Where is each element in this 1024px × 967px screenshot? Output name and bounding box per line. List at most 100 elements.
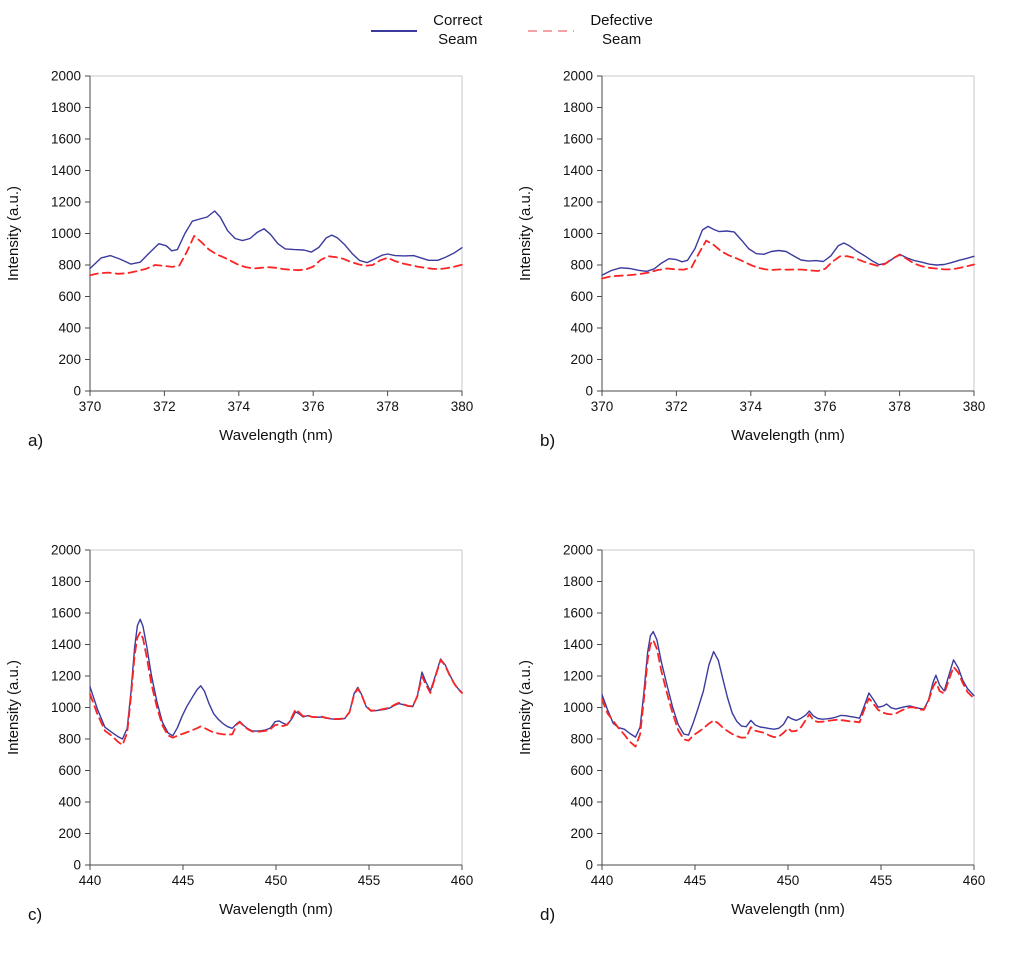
legend-item-defective-seam: Defective Seam (528, 12, 653, 50)
y-tick-label: 800 (58, 732, 81, 747)
y-tick-label: 1000 (563, 700, 593, 715)
defective-seam-label: Defective Seam (590, 12, 653, 50)
x-tick-label: 376 (814, 399, 837, 414)
correct-seam-line-sample-icon (371, 30, 418, 32)
x-tick-label: 445 (684, 873, 707, 888)
x-tick-label: 378 (376, 399, 399, 414)
x-tick-label: 455 (870, 873, 893, 888)
y-tick-label: 800 (570, 732, 593, 747)
y-axis-title: Intensity (a.u.) (517, 660, 534, 755)
y-tick-label: 1800 (51, 100, 81, 115)
y-tick-label: 2000 (51, 543, 81, 558)
y-tick-label: 400 (58, 321, 81, 336)
y-tick-label: 1600 (563, 132, 593, 147)
y-tick-label: 1600 (563, 606, 593, 621)
x-tick-label: 370 (79, 399, 102, 414)
y-tick-label: 1000 (51, 226, 81, 241)
panel-letter-label: d) (540, 905, 555, 924)
legend-item-correct-seam: Correct Seam (371, 12, 482, 50)
x-tick-label: 372 (665, 399, 688, 414)
y-tick-label: 1000 (563, 226, 593, 241)
x-axis-title: Wavelength (nm) (219, 901, 333, 918)
x-tick-label: 372 (153, 399, 176, 414)
defective-seam-series-line (89, 235, 463, 277)
y-tick-label: 200 (58, 352, 81, 367)
x-tick-label: 440 (79, 873, 102, 888)
y-tick-label: 1400 (51, 163, 81, 178)
y-tick-label: 800 (570, 258, 593, 273)
y-tick-label: 400 (570, 795, 593, 810)
chart-d-svg: 0 200 400 600 800 1000 1200 1400 1600 1800 2000 440… (517, 543, 985, 925)
y-tick-label: 0 (73, 858, 81, 873)
correct-seam-series-line (601, 630, 975, 738)
y-tick-label: 1200 (563, 195, 593, 210)
y-tick-label: 400 (570, 321, 593, 336)
y-tick-label: 600 (570, 763, 593, 778)
x-tick-label: 380 (451, 399, 474, 414)
y-tick-label: 1400 (563, 637, 593, 652)
x-tick-label: 376 (302, 399, 325, 414)
y-tick-label: 1400 (51, 637, 81, 652)
x-tick-label: 460 (451, 873, 474, 888)
panel-letter-label: a) (28, 431, 43, 450)
x-axis-title: Wavelength (nm) (219, 427, 333, 444)
correct-seam-series-line (601, 225, 975, 276)
y-tick-label: 1800 (563, 574, 593, 589)
defective-seam-series-line (89, 631, 463, 746)
panel-letter-label: b) (540, 431, 555, 450)
defective-seam-dashed-line-sample-icon (528, 30, 575, 32)
defective-seam-series-line (601, 639, 975, 748)
x-tick-label: 440 (591, 873, 614, 888)
plot-area-border (89, 549, 463, 866)
y-axis-title: Intensity (a.u.) (5, 660, 22, 755)
x-tick-label: 370 (591, 399, 614, 414)
x-tick-label: 374 (740, 399, 763, 414)
y-tick-label: 1600 (51, 606, 81, 621)
y-tick-label: 1200 (563, 669, 593, 684)
y-axis-title: Intensity (a.u.) (517, 186, 534, 281)
y-tick-label: 1800 (563, 100, 593, 115)
y-tick-label: 600 (58, 763, 81, 778)
plot-area-border (601, 75, 975, 392)
y-tick-label: 600 (58, 289, 81, 304)
y-tick-label: 2000 (563, 543, 593, 558)
y-tick-label: 2000 (51, 69, 81, 84)
plot-area-border (89, 75, 463, 392)
figure-grid: 0 200 400 600 800 1000 1200 1400 1600 1800 2000 370… (0, 58, 1024, 962)
x-tick-label: 374 (228, 399, 251, 414)
x-tick-label: 450 (777, 873, 800, 888)
chart-a-svg: 0 200 400 600 800 1000 1200 1400 1600 1800 2000 370… (5, 69, 474, 451)
y-tick-label: 0 (73, 384, 81, 399)
correct-seam-label: Correct Seam (433, 12, 482, 50)
correct-seam-series-line (89, 210, 463, 270)
x-tick-label: 455 (358, 873, 381, 888)
y-axis-title: Intensity (a.u.) (5, 186, 22, 281)
y-tick-label: 1800 (51, 574, 81, 589)
y-tick-label: 400 (58, 795, 81, 810)
y-tick-label: 200 (58, 826, 81, 841)
y-tick-label: 1000 (51, 700, 81, 715)
x-tick-label: 450 (265, 873, 288, 888)
panel-a-chart: 0 200 400 600 800 1000 1200 1400 1600 1800 2000 370… (0, 58, 512, 488)
y-tick-label: 2000 (563, 69, 593, 84)
x-axis-title: Wavelength (nm) (731, 901, 845, 918)
y-tick-label: 200 (570, 826, 593, 841)
defective-seam-series-line (601, 239, 975, 280)
defective-seam-label-line2: Seam (602, 31, 642, 48)
x-tick-label: 380 (963, 399, 986, 414)
y-tick-label: 0 (585, 384, 593, 399)
legend: Correct Seam Defective Seam (0, 0, 1024, 58)
chart-b-svg: 0 200 400 600 800 1000 1200 1400 1600 1800 2000 370… (517, 69, 986, 451)
panel-letter-label: c) (28, 905, 42, 924)
panel-b-chart: 0 200 400 600 800 1000 1200 1400 1600 1800 2000 370… (512, 58, 1024, 488)
x-axis-title: Wavelength (nm) (731, 427, 845, 444)
correct-seam-label-line1: Correct (433, 12, 483, 30)
y-tick-label: 800 (58, 258, 81, 273)
defective-seam-label-line1: Defective (590, 12, 653, 30)
panel-c-chart: 0 200 400 600 800 1000 1200 1400 1600 1800 2000 440… (0, 532, 512, 962)
y-tick-label: 1400 (563, 163, 593, 178)
y-tick-label: 1200 (51, 195, 81, 210)
chart-c-svg: 0 200 400 600 800 1000 1200 1400 1600 1800 2000 440… (5, 543, 474, 925)
y-tick-label: 600 (570, 289, 593, 304)
correct-seam-label-line2: Seam (438, 31, 478, 48)
